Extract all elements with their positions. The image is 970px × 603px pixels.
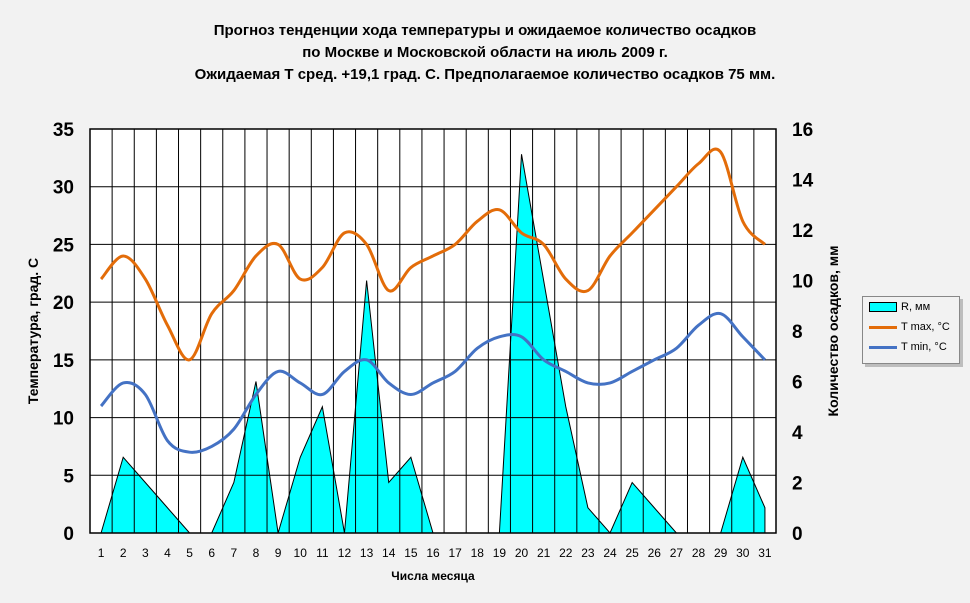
x-tick-label: 28: [692, 546, 706, 560]
x-tick-label: 24: [603, 546, 617, 560]
y-right-tick-label: 2: [792, 474, 803, 495]
x-tick-label: 18: [471, 546, 485, 560]
legend-swatch-tmax: [869, 325, 897, 329]
x-tick-label: 5: [186, 546, 193, 560]
y-left-tick-label: 10: [53, 409, 74, 430]
y-left-tick-label: 20: [53, 293, 74, 314]
tmax-line: [99, 147, 767, 362]
y-left-tick-label: 35: [53, 120, 75, 141]
legend-label-precip: R, мм: [901, 301, 931, 313]
x-tick-label: 15: [404, 546, 418, 560]
chart-legend: R, мм T max, °С T min, °С: [862, 296, 960, 364]
x-tick-label: 31: [758, 546, 772, 560]
y-right-tick-label: 16: [792, 120, 813, 141]
y-left-axis-title: Температура, град. С: [25, 258, 41, 404]
x-tick-label: 12: [338, 546, 352, 560]
x-tick-label: 19: [493, 546, 507, 560]
tmin-line: [99, 311, 767, 454]
x-tick-label: 29: [714, 546, 728, 560]
x-tick-label: 23: [581, 546, 595, 560]
legend-swatch-tmin: [869, 345, 897, 349]
legend-item-tmin: T min, °С: [869, 337, 959, 357]
x-tick-label: 4: [164, 546, 171, 560]
x-tick-label: 1: [98, 546, 105, 560]
x-tick-label: 13: [360, 546, 374, 560]
chart-title-line-1: Прогноз тенденции хода температуры и ожи…: [213, 22, 757, 39]
y-left-tick-label: 15: [53, 351, 75, 372]
y-right-tick-label: 4: [792, 423, 803, 444]
legend-swatch-precip: [869, 302, 897, 312]
y-right-tick-label: 12: [792, 221, 813, 242]
y-left-tick-label: 25: [53, 235, 75, 256]
x-tick-label: 17: [448, 546, 462, 560]
y-right-tick-label: 0: [792, 524, 803, 545]
x-tick-label: 14: [382, 546, 396, 560]
x-tick-label: 30: [736, 546, 750, 560]
y-left-tick-label: 5: [63, 466, 74, 487]
chart-title-line-2: по Москве и Московской области на июль 2…: [302, 44, 668, 61]
x-tick-label: 27: [670, 546, 684, 560]
x-tick-label: 8: [253, 546, 260, 560]
x-tick-label: 16: [426, 546, 440, 560]
y-right-tick-label: 8: [792, 322, 803, 343]
x-tick-label: 21: [537, 546, 551, 560]
x-tick-label: 3: [142, 546, 149, 560]
x-tick-label: 6: [208, 546, 215, 560]
x-tick-label: 10: [294, 546, 308, 560]
legend-item-precip: R, мм: [869, 297, 959, 317]
x-tick-label: 2: [120, 546, 127, 560]
legend-label-tmax: T max, °С: [901, 321, 950, 333]
y-right-axis-title: Количество осадков, мм: [825, 246, 841, 417]
x-tick-label: 26: [648, 546, 662, 560]
y-right-tick-label: 6: [792, 373, 803, 394]
legend-label-tmin: T min, °С: [901, 341, 947, 353]
y-right-tick-label: 10: [792, 272, 813, 293]
y-left-tick-label: 0: [63, 524, 74, 545]
y-right-tick-label: 14: [792, 171, 814, 192]
legend-item-tmax: T max, °С: [869, 317, 959, 337]
chart-title-line-3: Ожидаемая Т сред. +19,1 град. С. Предпол…: [194, 66, 776, 83]
x-tick-label: 25: [625, 546, 639, 560]
x-tick-label: 22: [559, 546, 573, 560]
x-tick-label: 11: [316, 546, 329, 560]
x-tick-label: 20: [515, 546, 529, 560]
x-axis-title: Числа месяца: [391, 569, 475, 583]
plot-border: [89, 128, 777, 534]
x-tick-label: 9: [275, 546, 282, 560]
y-left-tick-label: 30: [53, 178, 74, 199]
x-tick-label: 7: [230, 546, 237, 560]
